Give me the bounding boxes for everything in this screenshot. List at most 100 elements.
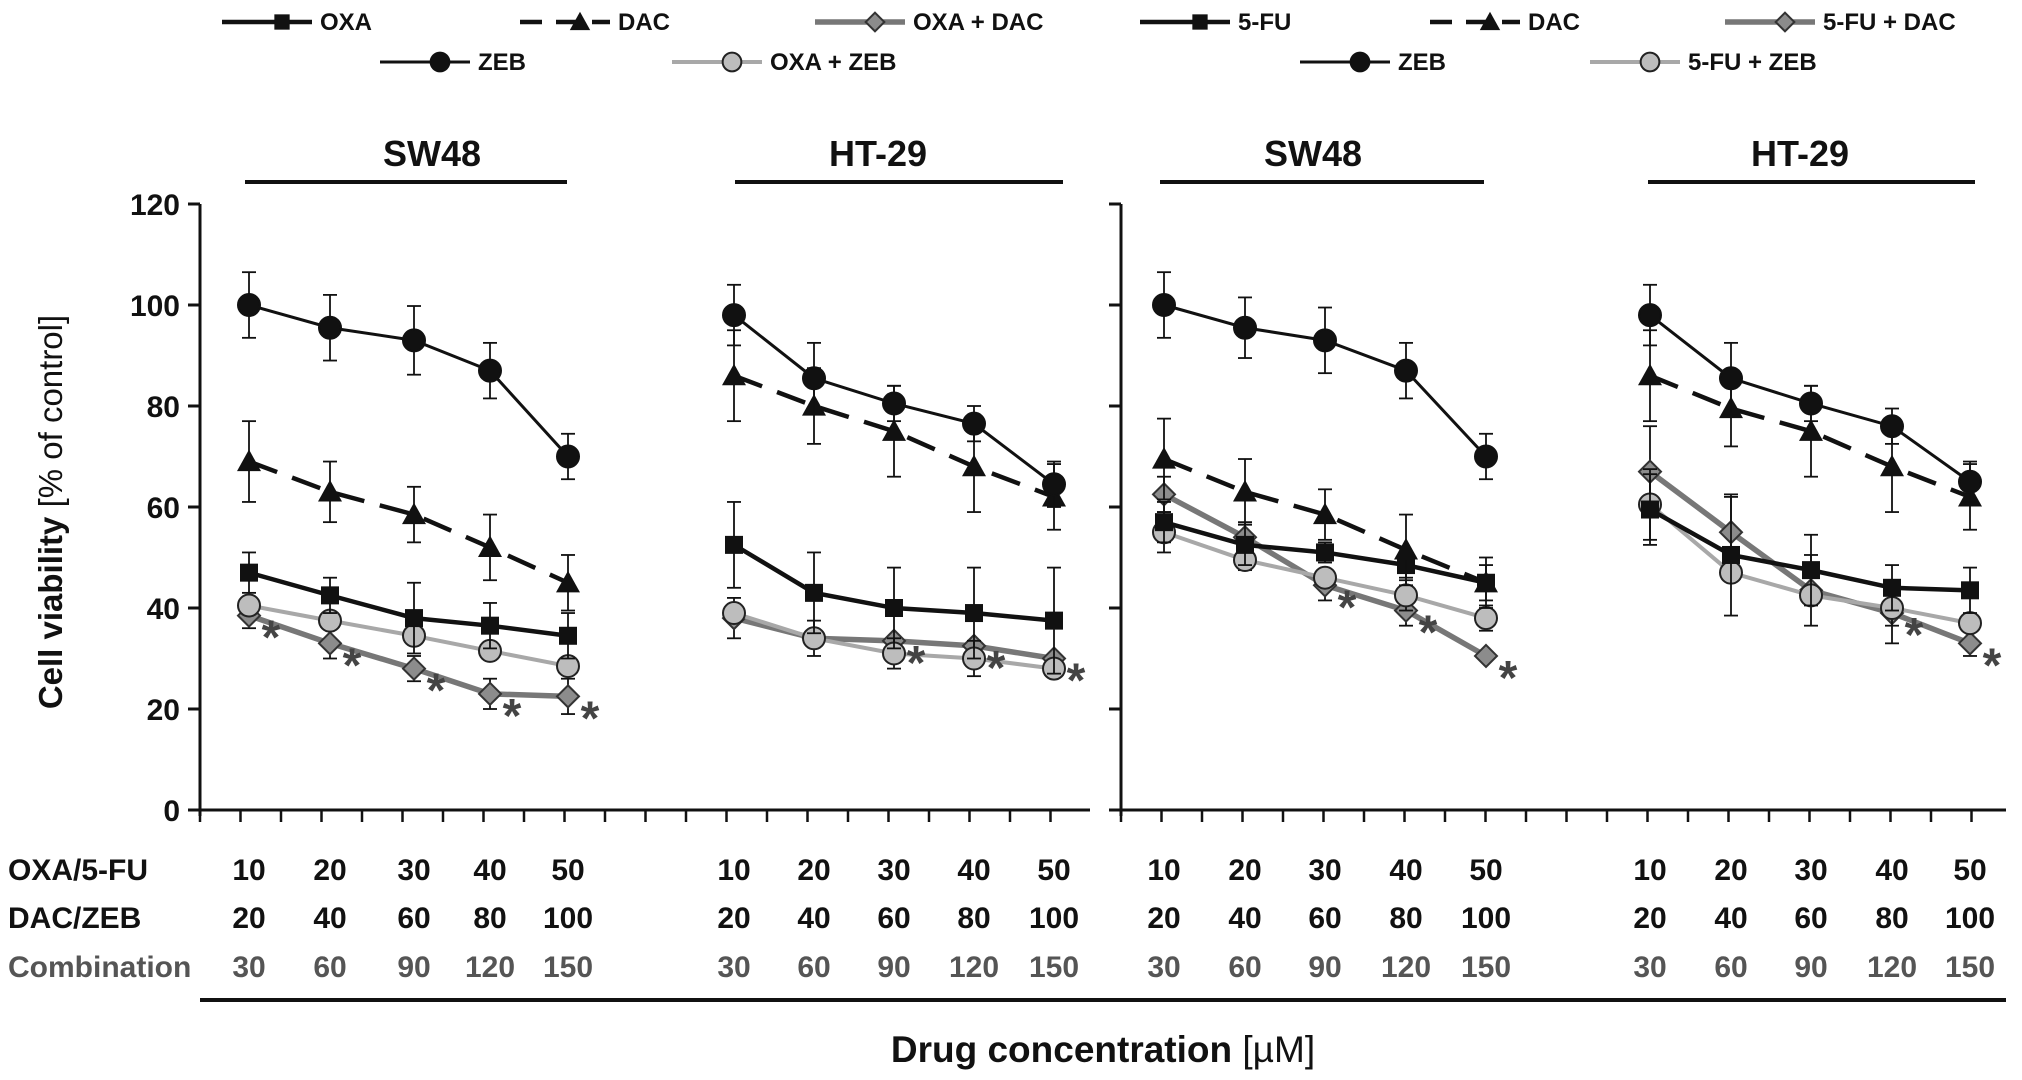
x-tick-label: 40 [1714, 902, 1747, 935]
legend-marker [1192, 14, 1208, 30]
x-tick-label: 120 [1867, 951, 1917, 984]
x-tick-label: 80 [1875, 902, 1908, 935]
y-tick-label: 80 [147, 391, 180, 424]
data-point [1641, 500, 1659, 519]
y-axis-label: Cell viability [% of control] [32, 315, 69, 709]
series-drug [725, 501, 1063, 675]
x-tick-label: 50 [1469, 854, 1502, 887]
x-tick-label: 30 [397, 854, 430, 887]
data-point [1474, 444, 1498, 469]
significance-star: * [1905, 609, 1924, 662]
significance-star: * [427, 665, 446, 718]
data-point [1152, 293, 1176, 317]
data-point [321, 586, 339, 605]
x-tick-label: 10 [1633, 854, 1666, 887]
legend-item: 5-FU + DAC [1725, 9, 1956, 36]
x-tick-label: 20 [1147, 902, 1180, 935]
series-dac [1152, 417, 1498, 609]
axis-labels: Cell viability [% of control] Drug concen… [32, 315, 1315, 1070]
legend-label: OXA + ZEB [770, 49, 896, 76]
data-point [556, 444, 580, 469]
panel-titles: SW48 HT-29 SW48 HT-29 [245, 133, 1975, 184]
data-point [1042, 472, 1066, 497]
x-tick-label: 30 [1308, 854, 1341, 887]
data-point [1957, 630, 1983, 656]
x-tick-label: 40 [313, 902, 346, 935]
data-point [1719, 366, 1743, 391]
data-point [1394, 583, 1418, 608]
x-tick-label: 20 [1633, 902, 1666, 935]
significance-star: * [1338, 581, 1357, 634]
x-tick-label: 40 [1228, 902, 1261, 935]
x-tick-label: 60 [1714, 951, 1747, 984]
data-point [1233, 315, 1257, 340]
legend-marker [864, 11, 886, 33]
legend-item: DAC [520, 9, 670, 36]
data-point [1883, 578, 1901, 597]
x-tick-label: 10 [1147, 854, 1180, 887]
series-drug [1641, 473, 1979, 617]
x-row-label: OXA/5-FU [8, 854, 148, 887]
data-point [555, 683, 581, 709]
significance-star: * [262, 612, 281, 665]
x-tick-label: 60 [313, 951, 346, 984]
x-tick-label: 100 [1461, 902, 1511, 935]
data-point [317, 630, 343, 656]
y-axis-label-unit: [% of control] [32, 315, 69, 508]
data-point [478, 535, 502, 557]
data-point [1961, 581, 1979, 600]
series-combo_dac [236, 602, 581, 715]
x-tick-label: 90 [397, 951, 430, 984]
data-point [1316, 543, 1334, 562]
significance-star: * [343, 639, 362, 692]
x-tick-label: 60 [1308, 902, 1341, 935]
data-point [318, 315, 342, 340]
x-tick-label: 80 [957, 902, 990, 935]
legend-item: ZEB [380, 49, 526, 76]
data-point [1236, 535, 1254, 554]
data-point [1958, 469, 1982, 494]
data-point [722, 601, 746, 626]
legend-marker [569, 11, 591, 31]
legend-marker [1479, 11, 1501, 31]
data-point [1394, 358, 1418, 383]
y-tick-label: 40 [147, 593, 180, 626]
panel-4: ** [1637, 283, 2002, 692]
x-tick-label: 50 [1037, 854, 1070, 887]
x-tick-label: 20 [797, 854, 830, 887]
data-point [402, 502, 426, 525]
x-tick-label: 90 [877, 951, 910, 984]
series-drug [1155, 501, 1495, 602]
x-tick-label: 150 [1461, 951, 1511, 984]
data-point [318, 479, 342, 502]
x-tick-label: 30 [877, 854, 910, 887]
x-tick-label: 30 [1794, 854, 1827, 887]
legend-label: 5-FU + DAC [1823, 9, 1956, 36]
data-point [556, 570, 580, 593]
x-tick-label: 120 [949, 951, 999, 984]
axes: 0 20 40 60 80 100 120 [130, 189, 2006, 828]
panel-1: * * * * * [236, 271, 600, 745]
legend-item: OXA [222, 9, 372, 36]
panel-3: * * * [1151, 271, 1518, 705]
data-point [1799, 419, 1823, 441]
x-tick-label: 60 [1228, 951, 1261, 984]
legend-marker [1639, 51, 1661, 73]
series-dac [722, 329, 1066, 531]
legend-2: 5-FU DAC 5-FU + DAC ZEB 5-FU + ZEB [1140, 9, 1956, 76]
legend-label: DAC [618, 9, 670, 36]
legend-marker [1774, 11, 1796, 33]
x-tick-label: 30 [1633, 951, 1666, 984]
y-tick-label: 60 [147, 492, 180, 525]
data-point [1313, 565, 1337, 590]
data-point [1638, 363, 1662, 386]
x-tick-label: 150 [1945, 951, 1995, 984]
panel-title: HT-29 [829, 133, 927, 174]
x-tick-label: 40 [957, 854, 990, 887]
y-tick-label: 0 [163, 795, 180, 828]
panel-title: SW48 [383, 133, 481, 174]
data-point [559, 626, 577, 645]
x-tick-label: 90 [1308, 951, 1341, 984]
data-point [1313, 328, 1337, 353]
x-tick-label: 60 [1794, 902, 1827, 935]
